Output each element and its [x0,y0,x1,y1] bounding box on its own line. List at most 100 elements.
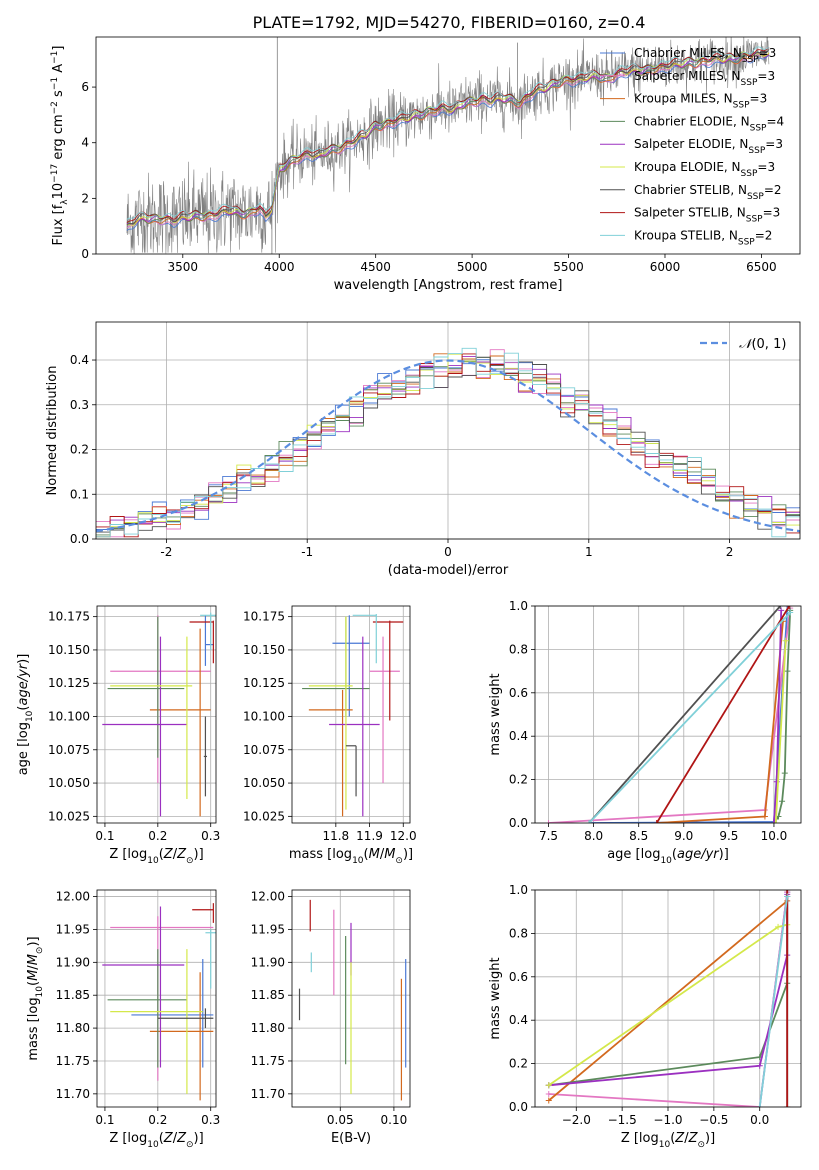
x-tick-label: 11.8 [322,829,349,843]
label-part: Z [674,1131,685,1146]
age-vs-Z-panel: 0.1 0.2 0.3 10.025 10.050 10.075 10.100 10.125 1… [16,605,220,866]
label-part: −17 [50,164,60,183]
errorbar-salpeter-miles [369,636,400,784]
errorbar-kroupa-miles [149,972,214,1101]
residuals-legend: 𝒩(0, 1) [700,337,786,352]
x-tick-label: 8.5 [629,829,648,843]
label-part: Chabrier STELIB, N [634,183,747,197]
x-tick-label: 0.1 [95,1113,114,1127]
weight-marker [784,893,791,900]
errorbar-salpeter-stelib [189,620,214,664]
label-part: )] [719,847,729,862]
label-part: )] [194,847,204,862]
errorbar-salpeter-stelib [372,620,404,721]
x-tick-label: −0.5 [699,1113,728,1127]
label-part: Z [688,1131,699,1146]
errorbar-salpeter-elodie [329,636,380,817]
label-part: ⊙ [186,1140,194,1150]
x-tick-label: 1 [585,545,593,559]
errorbar-chabrier-miles [131,959,214,1068]
weight-series [545,606,794,823]
x-tick-label: 0.2 [148,1113,167,1127]
errorbar-kroupa-elodie [308,616,353,810]
weight-marker [761,813,768,820]
y-tick-label: 6 [81,80,89,94]
x-axis-label: E(B-V) [331,1131,371,1146]
weight-marker [777,606,784,609]
label-part: ] [51,46,66,51]
y-tick-label: 10.075 [48,743,90,757]
label-part: SSP [742,55,759,65]
label-part: / [380,847,385,862]
x-tick-label: −2.0 [562,1113,591,1127]
errorbar-kroupa-stelib [205,929,216,989]
y-tick-label: 11.80 [56,1021,90,1035]
weight-marker [782,637,789,644]
y-tick-label: 11.85 [251,988,285,1002]
y-tick-label: 0.0 [509,1100,528,1114]
x-tick-label: 0.10 [381,1113,408,1127]
y-tick-label: 0.4 [509,729,528,743]
histogram-kroupa-elodie [96,353,800,538]
errorbar-chabrier-elodie [107,616,185,758]
legend-entry-kroupa-miles: Kroupa MILES, NSSP=3 [634,92,767,111]
label-part: −2 [50,101,60,114]
x-tick-label: 9.0 [674,829,693,843]
errorbar-salpeter-elodie [102,636,187,817]
label-part: )] [403,847,413,862]
weight-line-salpeter-stelib [655,606,791,823]
residuals-panel: -2 -1 0 1 2 0.0 0.1 0.2 0.3 0.4 (data-model)/error… [45,321,801,578]
y-tick-label: 11.80 [251,1021,285,1035]
y-tick-label: 4 [81,136,89,150]
x-tick-label: 6500 [746,260,777,274]
y-axis-label: Normed distribution [45,366,60,496]
weight-marker [653,820,660,823]
label-part: s [51,90,66,101]
y-tick-label: 0 [81,247,89,261]
label-part: Salpeter ELODIE, N [634,137,748,151]
label-part: mass weight [488,673,503,755]
weight-marker [545,1090,552,1097]
y-tick-label: 1.0 [509,599,528,613]
y-tick-label: 10.175 [243,610,285,624]
weight-line-chabrier-elodie [773,610,792,823]
label-part: age [log [16,722,31,775]
label-part: SSP [741,169,758,179]
label-part: SSP [741,78,758,88]
x-tick-label: 0.1 [95,829,114,843]
label-part: 10 [147,856,159,866]
errorbar-chabrier-miles [332,615,370,717]
x-tick-label: 4000 [264,260,295,274]
axes-frame [95,36,801,255]
figure-title: PLATE=1792, MJD=54270, FIBERID=0160, z=0… [253,13,646,32]
weight-line-kroupa-stelib [588,611,791,823]
weight-line-kroupa-elodie [774,640,787,823]
label-part: M [26,954,41,965]
y-tick-label: 10.100 [243,709,285,723]
label-part: ( [26,981,41,986]
legend-entry-normal: 𝒩(0, 1) [739,337,786,352]
label-part: Flux [f [51,204,66,245]
y-tick-label: 0.6 [509,686,528,700]
weight-marker [545,1097,552,1104]
label-part: / [173,1131,178,1146]
x-axis-label: Z [log10(Z/Z⊙)] [109,1131,203,1150]
y-tick-label: 0.4 [509,1013,528,1027]
legend-entry-chabrier-stelib: Chabrier STELIB, NSSP=2 [634,183,782,202]
x-tick-label: 9.5 [719,829,738,843]
label-part: mass [log [26,997,41,1060]
x-tick-label: −1.0 [653,1113,682,1127]
label-part: M [26,970,41,981]
model-spectrum-kroupa-elodie [126,51,770,226]
label-part: SSP [746,215,763,225]
legend-entry-salpeter-miles: Salpeter MILES, NSSP=3 [634,69,775,88]
y-tick-label: 0.2 [509,1057,528,1071]
label-part: SSP [750,123,767,133]
x-axis-label: (data-model)/error [388,563,509,578]
label-part: Kroupa MILES, N [634,92,733,106]
x-tick-label: 0.05 [327,1113,354,1127]
mass-weight-vs-Z-panel: −2.0 −1.5 −1.0 −0.5 0.0 0.0 0.2 0.4 0.6 0.8 1.0 Z [… [488,883,802,1150]
label-part: wavelength [Angstrom, rest frame] [334,278,563,293]
y-tick-label: 11.70 [56,1087,90,1101]
